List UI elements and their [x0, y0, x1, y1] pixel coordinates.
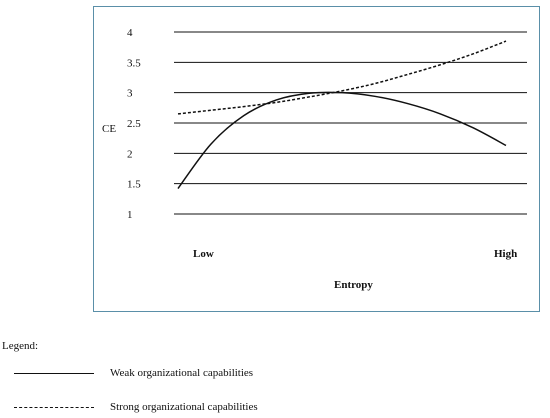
- y-tick-label-1: 1.5: [127, 179, 141, 191]
- legend-label-strong: Strong organizational capabilities: [110, 401, 258, 413]
- y-tick-label-2: 2: [127, 148, 133, 160]
- legend-swatch-dashed: [14, 406, 94, 408]
- y-tick-label-5: 3.5: [127, 57, 141, 69]
- chart-frame: 1 1.5 2 2.5 3 3.5 4 CE Low High Entropy: [93, 6, 540, 312]
- series-line-0: [177, 91, 507, 189]
- x-tick-label-high: High: [494, 248, 517, 260]
- legend-item-strong: Strong organizational capabilities: [14, 400, 258, 414]
- y-tick-label-0: 1: [127, 209, 133, 221]
- legend-title: Legend:: [2, 340, 39, 352]
- x-axis-label: Entropy: [334, 279, 373, 291]
- y-tick-label-4: 3: [127, 88, 133, 100]
- legend-item-weak: Weak organizational capabilities: [14, 366, 253, 380]
- y-tick-label-6: 4: [127, 27, 133, 39]
- series-line-1: [177, 40, 507, 115]
- y-axis-label: CE: [102, 123, 116, 135]
- y-tick-label-3: 2.5: [127, 118, 141, 130]
- x-tick-label-low: Low: [193, 248, 214, 260]
- legend-swatch-solid: [14, 372, 94, 374]
- legend-label-weak: Weak organizational capabilities: [110, 367, 254, 379]
- chart-svg: 1 1.5 2 2.5 3 3.5 4 CE Low High Entropy: [102, 27, 527, 291]
